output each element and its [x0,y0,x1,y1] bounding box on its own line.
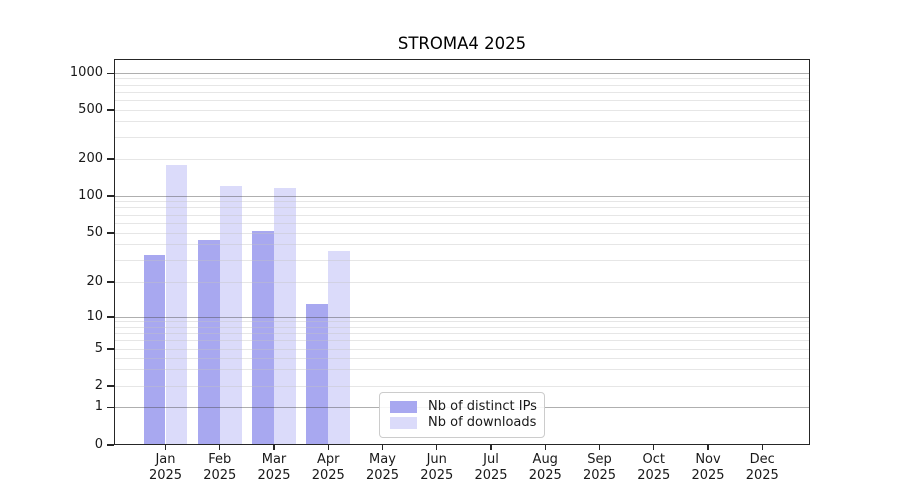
y-tick-mark-20 [106,281,114,283]
gridline-700 [114,91,810,93]
y-tick-mark-5 [106,348,114,350]
gridline-60 [114,222,810,224]
plot-area [114,59,810,445]
bar-mar-downloads [274,188,296,445]
x-tick-label-mar: Mar 2025 [257,452,291,483]
x-tick-label-feb: Feb 2025 [203,452,237,483]
bars-layer [114,59,810,445]
bar-feb-distinct-ips [197,239,220,445]
y-tick-label-10: 10 [86,309,103,324]
gridline-200 [114,158,810,160]
x-tick-mark-mar [273,444,275,450]
gridline-400 [114,121,810,123]
legend-label: Nb of downloads [428,415,537,430]
gridline-40 [114,244,810,246]
y-tick-mark-500 [106,109,114,111]
x-tick-label-apr: Apr 2025 [311,452,345,483]
y-tick-label-0: 0 [94,437,103,452]
gridline-3 [114,369,810,371]
x-tick-mark-feb [219,444,221,450]
y-tick-label-1: 1 [94,399,103,415]
y-tick-mark-10 [106,316,114,318]
x-tick-mark-jul [490,444,492,450]
bar-mar-distinct-ips [252,230,274,445]
y-tick-mark-1 [106,406,114,408]
x-tick-label-aug: Aug 2025 [528,452,562,483]
x-tick-mark-oct [653,444,655,450]
y-tick-label-2: 2 [94,378,103,393]
gridline-70 [114,214,810,216]
bar-apr-distinct-ips [306,303,329,445]
legend-rows: Nb of distinct IPs Nb of downloads [390,399,537,431]
bar-jan-distinct-ips [143,255,166,445]
gridline-100 [114,195,810,197]
gridline-30 [114,259,810,261]
gridline-7 [114,332,810,334]
gridline-600 [114,99,810,101]
y-tick-label-1000: 1000 [69,65,103,81]
x-tick-label-jul: Jul 2025 [474,452,508,483]
legend-swatch-icon [390,401,417,413]
y-tick-mark-0 [106,444,114,446]
gridline-8 [114,326,810,328]
gridline-500 [114,109,810,111]
gridline-20 [114,281,810,283]
x-tick-mark-apr [327,444,329,450]
gridline-5 [114,348,810,350]
gridline-900 [114,78,810,80]
y-tick-mark-2 [106,385,114,387]
legend: Nb of distinct IPs Nb of downloads [379,392,545,438]
y-tick-label-5: 5 [94,341,103,356]
x-tick-mark-may [381,444,384,450]
y-tick-label-500: 500 [78,102,103,117]
y-tick-label-100: 100 [78,188,103,203]
x-tick-mark-dec [761,444,763,450]
x-tick-label-jan: Jan 2025 [148,452,183,483]
gridline-90 [114,201,810,203]
x-tick-mark-nov [707,444,709,450]
x-tick-label-dec: Dec 2025 [745,452,779,483]
gridline-1000 [114,72,810,74]
gridline-80 [114,207,810,209]
x-tick-label-may: May 2025 [365,452,400,483]
gridline-6 [114,340,810,342]
y-tick-mark-1000 [106,72,114,74]
x-tick-label-jun: Jun 2025 [420,452,454,483]
x-tick-label-oct: Oct 2025 [637,452,671,483]
x-tick-label-sep: Sep 2025 [582,452,617,483]
x-tick-mark-sep [598,444,601,450]
legend-label: Nb of distinct IPs [428,399,537,414]
y-tick-mark-100 [106,195,114,197]
bar-feb-downloads [219,186,242,445]
gridline-4 [114,357,810,359]
gridline-800 [114,84,810,86]
x-tick-mark-jan [164,444,167,450]
legend-row-distinct-ips: Nb of distinct IPs [390,399,537,415]
gridline-50 [114,232,810,234]
x-tick-label-nov: Nov 2025 [691,452,725,483]
y-tick-label-20: 20 [86,274,103,289]
y-tick-label-200: 200 [78,151,103,166]
legend-row-downloads: Nb of downloads [390,415,537,431]
gridline-2 [114,385,810,387]
x-tick-mark-jun [436,444,438,450]
bar-jan-downloads [165,164,188,445]
gridline-9 [114,321,810,323]
gridline-300 [114,136,810,138]
y-tick-mark-50 [106,232,114,234]
legend-swatch-icon [390,417,417,429]
x-tick-mark-aug [544,444,546,450]
y-tick-label-50: 50 [86,225,103,240]
grid-layer [114,59,810,445]
chart-title: STROMA4 2025 [397,34,527,53]
y-tick-mark-200 [106,158,114,160]
bar-apr-downloads [328,250,351,445]
gridline-10 [114,316,810,318]
